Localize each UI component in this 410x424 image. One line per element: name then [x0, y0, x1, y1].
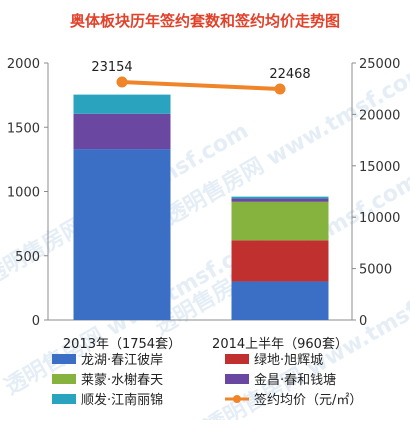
y-right-tick-label: 10000 — [359, 211, 400, 226]
data-label: 22468 — [269, 67, 310, 82]
price-line — [121, 79, 281, 92]
price-point — [274, 83, 286, 95]
bar-segment — [231, 201, 329, 241]
legend-swatch — [52, 394, 76, 404]
y-left-tick-label: 2000 — [7, 57, 40, 72]
legend-label: 签约均价（元/㎡） — [254, 392, 362, 408]
bar-segment — [73, 113, 171, 150]
legend-swatch — [225, 354, 249, 364]
legend-label: 莱蒙·水榭春天 — [81, 372, 163, 388]
bar-segment — [73, 94, 171, 114]
x-tick-label: 2013年（1754套） — [63, 336, 181, 352]
legend-swatch — [52, 354, 76, 364]
bar-segment — [231, 240, 329, 282]
y-right-tick-label: 0 — [359, 314, 367, 329]
y-left-tick-label: 0 — [32, 314, 40, 329]
y-left-tick-label: 1500 — [7, 121, 40, 136]
legend-label: 顺发·江南丽锦 — [81, 392, 163, 408]
bar-segment — [231, 196, 329, 199]
legend-label: 金昌·春和钱塘 — [254, 372, 336, 388]
y-right-tick-label: 5000 — [359, 263, 392, 278]
y-left-tick-label: 1000 — [7, 186, 40, 201]
legend-marker — [233, 395, 241, 403]
data-label: 23154 — [91, 60, 132, 75]
bar-segment — [231, 281, 329, 320]
x-tick-label: 2014上半年（960套） — [212, 336, 348, 352]
price-point — [116, 76, 128, 88]
bar-segment — [73, 149, 171, 320]
chart-title: 奥体板块历年签约套数和签约均价走势图 — [70, 12, 340, 30]
bar-segment — [231, 198, 329, 202]
y-right-tick-label: 20000 — [359, 108, 400, 123]
legend-label: 龙湖·春江彼岸 — [81, 353, 163, 368]
legend-swatch — [52, 374, 76, 384]
legend-label: 绿地·旭辉城 — [254, 353, 323, 368]
y-right-tick-label: 15000 — [359, 160, 400, 175]
y-left-tick-label: 500 — [15, 250, 40, 265]
y-right-tick-label: 25000 — [359, 57, 400, 72]
legend-swatch — [225, 374, 249, 384]
